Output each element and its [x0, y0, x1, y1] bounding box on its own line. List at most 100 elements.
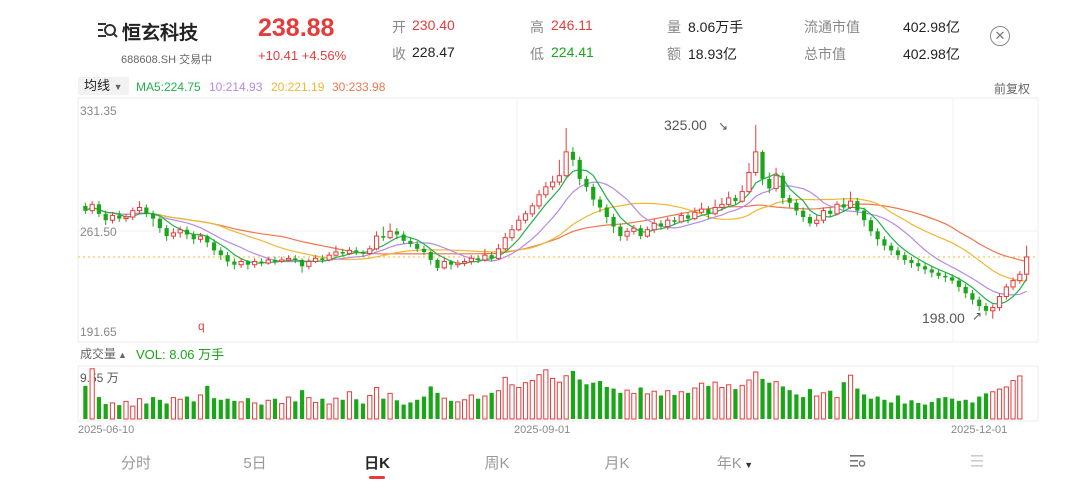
- candle: [909, 256, 914, 268]
- tab-monthly-k[interactable]: 月K: [604, 455, 630, 472]
- candle: [631, 224, 637, 235]
- candle: [299, 258, 305, 273]
- volume-bar: [401, 404, 406, 419]
- chart-settings-icon[interactable]: [850, 452, 866, 469]
- volume-bar: [970, 402, 975, 419]
- volume-bar: [889, 402, 894, 419]
- candle: [306, 258, 312, 270]
- caret-down-icon: ▼: [741, 460, 754, 470]
- candle-body: [1017, 273, 1023, 282]
- volume-bar: [773, 381, 779, 420]
- volume-bar: [943, 397, 948, 419]
- candle: [977, 296, 982, 311]
- candle: [197, 232, 204, 243]
- high-annotation: 325.00: [664, 117, 707, 133]
- search-icon[interactable]: [98, 22, 118, 40]
- volume-bar: [591, 382, 596, 419]
- volume-bar: [435, 392, 440, 419]
- low-value: 224.41: [551, 44, 594, 60]
- candle-body: [638, 228, 643, 237]
- menu-icon[interactable]: [969, 452, 985, 469]
- volume-selector[interactable]: 成交量: [80, 346, 116, 361]
- candle-body: [604, 207, 609, 218]
- volume-bar: [89, 368, 95, 420]
- candle-body: [103, 213, 108, 221]
- candle-body: [543, 186, 549, 196]
- tab-daily-k[interactable]: 日K: [364, 455, 390, 472]
- total-cap-value: 402.98亿: [903, 46, 960, 62]
- candle-body: [259, 261, 264, 264]
- kline-chart[interactable]: 331.35 261.50 191.65 325.00 ↘ 198.00 ↗ q…: [0, 0, 1080, 445]
- volume-bar: [448, 400, 454, 419]
- volume-bar: [902, 403, 907, 419]
- tab-weekly-k[interactable]: 周K: [484, 455, 510, 472]
- volume-bar: [618, 392, 623, 419]
- close-icon[interactable]: ✕: [990, 26, 1010, 46]
- candle: [841, 197, 846, 211]
- volume-bar: [1010, 380, 1016, 420]
- candle: [760, 150, 765, 186]
- volume-bar: [218, 399, 223, 419]
- ma30-line: [85, 203, 1027, 263]
- ma20-value: 20:221.19: [271, 80, 325, 94]
- candle-body: [232, 261, 237, 265]
- candle-body: [922, 266, 928, 270]
- candle-body: [970, 293, 975, 300]
- candle-body: [916, 263, 921, 267]
- volume-bar: [855, 388, 860, 419]
- candle-body: [882, 239, 887, 246]
- volume-bar: [455, 401, 461, 420]
- candle: [476, 255, 481, 264]
- volume-bar: [245, 398, 250, 419]
- candle-body: [996, 295, 1003, 309]
- candle: [502, 232, 508, 251]
- tab-intraday[interactable]: 分时: [120, 455, 152, 472]
- volume-bar: [109, 402, 116, 420]
- volume-bar: [807, 389, 813, 419]
- volume-bar: [238, 401, 244, 420]
- volume-value: 8.06万手: [688, 19, 744, 35]
- candle: [455, 259, 461, 268]
- candle: [232, 258, 237, 270]
- volume-bar: [706, 385, 711, 419]
- candle: [584, 175, 589, 192]
- candle-body: [556, 175, 562, 183]
- candle-body: [1024, 256, 1030, 275]
- candle-body: [123, 216, 129, 220]
- candle-body: [495, 248, 502, 259]
- candle-body: [164, 228, 169, 237]
- volume-bar: [313, 401, 319, 420]
- candle-body: [767, 178, 772, 189]
- candle-body: [983, 306, 989, 311]
- ma-selector[interactable]: 均线 ▼: [78, 77, 129, 95]
- volume-bar: [272, 398, 278, 419]
- volume-bar: [536, 374, 542, 420]
- volume-bar: [604, 386, 609, 419]
- adjust-mode[interactable]: 前复权: [994, 82, 1031, 96]
- volume-bar: [177, 398, 183, 420]
- candle-body: [1003, 286, 1009, 297]
- tab-5day[interactable]: 5日: [243, 455, 267, 472]
- candle: [381, 226, 386, 241]
- candle-body: [130, 210, 136, 218]
- volume-bar: [794, 394, 799, 419]
- candle-body: [252, 261, 258, 266]
- volume-bar: [197, 394, 204, 420]
- candle: [1010, 277, 1016, 291]
- candle-body: [773, 175, 779, 189]
- volume-bar: [820, 392, 827, 420]
- tab-yearly-k[interactable]: 年K ▼: [717, 452, 753, 473]
- stock-header: 恒玄科技 688608.SH 交易中 238.88 +10.41 +4.56% …: [0, 0, 1080, 75]
- candle: [753, 124, 759, 176]
- volume-bar: [367, 395, 373, 420]
- candles: [83, 124, 1030, 319]
- volume-bar: [293, 401, 298, 419]
- candle: [522, 210, 529, 224]
- volume-bar: [638, 387, 643, 419]
- candle-body: [665, 219, 671, 228]
- volume-bar: [963, 399, 968, 419]
- candle: [868, 217, 873, 237]
- candle: [461, 258, 468, 267]
- float-cap-label: 流通市值: [804, 19, 860, 35]
- candle: [570, 147, 576, 167]
